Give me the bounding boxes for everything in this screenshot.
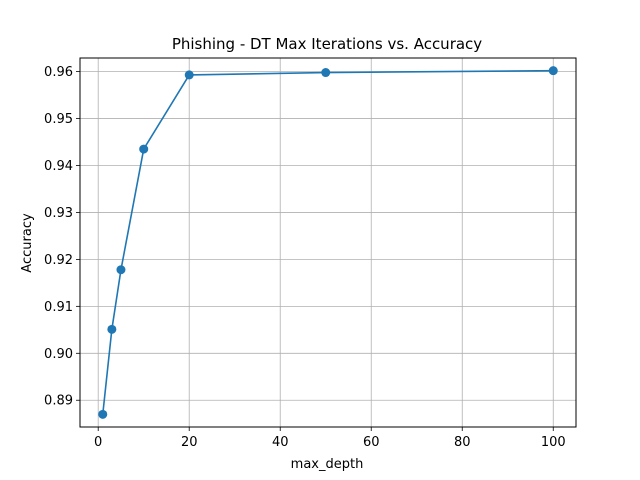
y-tick-label: 0.96 bbox=[44, 65, 73, 80]
x-axis-ticks: 0 20 40 60 80 100 bbox=[94, 427, 566, 450]
x-tick-label: 0 bbox=[94, 435, 102, 450]
y-tick-label: 0.94 bbox=[44, 159, 73, 174]
series-line-layer bbox=[101, 69, 554, 415]
x-tick-label: 40 bbox=[272, 435, 289, 450]
y-tick-label: 0.89 bbox=[44, 394, 73, 409]
y-axis-title: Accuracy bbox=[20, 213, 35, 273]
y-tick-label: 0.90 bbox=[44, 347, 73, 362]
data-point bbox=[184, 70, 194, 80]
y-tick-label: 0.93 bbox=[44, 206, 73, 221]
x-tick-label: 80 bbox=[454, 435, 471, 450]
x-axis-title: max_depth bbox=[291, 457, 364, 472]
data-point bbox=[107, 324, 117, 334]
x-tick-label: 60 bbox=[363, 435, 380, 450]
grid bbox=[80, 58, 576, 427]
y-tick-label: 0.92 bbox=[44, 253, 73, 268]
data-point bbox=[116, 265, 126, 275]
data-point bbox=[139, 144, 149, 154]
y-tick-label: 0.95 bbox=[44, 112, 73, 127]
y-axis-ticks: 0.89 0.90 0.91 0.92 0.93 0.94 0.95 0.96 bbox=[44, 65, 80, 409]
chart-title: Phishing - DT Max Iterations vs. Accurac… bbox=[172, 35, 482, 53]
series-line bbox=[101, 69, 554, 415]
data-point bbox=[548, 66, 558, 76]
x-tick-label: 20 bbox=[181, 435, 198, 450]
data-point bbox=[321, 68, 331, 78]
series-markers bbox=[98, 66, 558, 419]
y-tick-label: 0.91 bbox=[44, 300, 73, 315]
data-point bbox=[98, 409, 108, 419]
x-tick-label: 100 bbox=[541, 435, 566, 450]
plot-frame bbox=[79, 57, 577, 428]
